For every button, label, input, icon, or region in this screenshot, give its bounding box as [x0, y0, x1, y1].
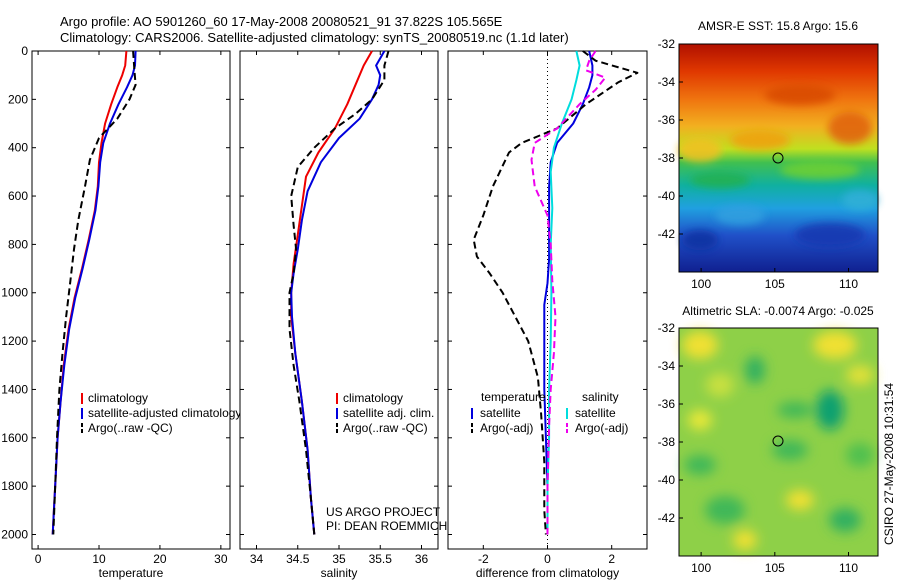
x-tick-label: 0 — [544, 552, 551, 566]
sst-map-texture — [678, 85, 878, 250]
legend-entry: satellite — [575, 406, 616, 420]
x-tick-label: 10 — [92, 552, 106, 566]
map-y-tick-label: -36 — [658, 397, 676, 411]
salinity-panel: 34 34.5 35 35.5 36 salinity climatologysatelli… — [239, 50, 439, 580]
sst-map: AMSR-E SST: 15.8 Argo: 15.6 100 105 110 -32… — [658, 19, 879, 291]
sst-map-axes: 100 105 110 -32 -34 -36 -38 -40 -42 — [658, 37, 859, 291]
series-line — [543, 50, 594, 535]
map-y-tick-label: -34 — [658, 75, 676, 89]
map-y-tick-label: -42 — [658, 227, 676, 241]
series-line — [530, 50, 607, 535]
map-x-tick-label: 110 — [839, 277, 858, 291]
legend-group-title: temperature — [481, 390, 546, 404]
x-axis-label: difference from climatology — [476, 566, 619, 580]
x-tick-label: 35 — [332, 552, 346, 566]
sla-map: Altimetric SLA: -0.0074 Argo: -0.025 100… — [658, 304, 879, 575]
y-tick-label: 1000 — [1, 286, 28, 300]
legend-entry: climatology — [343, 391, 403, 405]
sla-map-axes: 100 105 110 -32 -34 -36 -38 -40 -42 — [658, 321, 859, 575]
sla-argo-marker — [772, 435, 784, 447]
y-tick-label: 800 — [8, 237, 28, 251]
sla-map-title: Altimetric SLA: -0.0074 Argo: -0.025 — [682, 304, 874, 318]
x-tick-label: 20 — [153, 552, 167, 566]
legend-group-title: salinity — [582, 390, 619, 404]
series-line — [52, 50, 137, 535]
map-x-tick-label: 105 — [765, 561, 785, 575]
pi-label: PI: DEAN ROEMMICH — [326, 519, 447, 533]
map-y-tick-label: -36 — [658, 113, 676, 127]
y-tick-label: 1800 — [1, 479, 28, 493]
sst-map-title: AMSR-E SST: 15.8 Argo: 15.6 — [698, 19, 858, 33]
map-y-tick-label: -38 — [658, 435, 676, 449]
map-x-tick-label: 105 — [765, 277, 785, 291]
x-tick-label: 2 — [608, 552, 615, 566]
map-y-tick-label: -42 — [658, 511, 676, 525]
y-tick-label: 600 — [8, 189, 28, 203]
header-line-1: Argo profile: AO 5901260_60 17-May-2008 … — [60, 14, 503, 29]
legend-entry: Argo(..raw -QC) — [88, 421, 173, 435]
map-y-tick-label: -34 — [658, 359, 676, 373]
legend-entry: satellite adj. clim. — [343, 406, 434, 420]
legend-entry: satellite-adjusted climatology — [88, 406, 241, 420]
y-tick-label: 1600 — [1, 431, 28, 445]
sst-argo-marker — [772, 152, 784, 164]
timestamp-label: CSIRO 27-May-2008 10:31:54 — [882, 383, 896, 545]
map-y-tick-label: -38 — [658, 151, 676, 165]
map-x-tick-label: 100 — [691, 277, 711, 291]
series-line — [288, 50, 390, 535]
map-y-tick-label: -32 — [658, 37, 676, 51]
x-tick-label: 35.5 — [369, 552, 393, 566]
project-label: US ARGO PROJECT — [326, 505, 441, 519]
series-line — [290, 50, 386, 535]
series-line — [472, 50, 639, 535]
x-tick-label: 36 — [415, 552, 429, 566]
temperature-panel: 0 10 20 30 0 200 400 600 800 1000 1200 1400 1600 1800… — [1, 44, 241, 580]
x-tick-label: 34 — [250, 552, 264, 566]
y-tick-label: 200 — [8, 92, 28, 106]
x-tick-label: 30 — [214, 552, 228, 566]
y-tick-label: 1200 — [1, 334, 28, 348]
y-tick-label: 2000 — [1, 527, 28, 541]
x-axis-label: temperature — [99, 566, 164, 580]
legend-entry: satellite — [480, 406, 521, 420]
y-tick-label: 0 — [21, 44, 28, 58]
legend-entry: Argo(-adj) — [480, 421, 533, 435]
map-y-tick-label: -40 — [658, 189, 676, 203]
map-y-tick-label: -32 — [658, 321, 676, 335]
x-tick-label: -2 — [478, 552, 489, 566]
x-axis-label: salinity — [321, 566, 358, 580]
map-x-tick-label: 110 — [839, 561, 858, 575]
y-tick-label: 1400 — [1, 382, 28, 396]
y-tick-label: 400 — [8, 141, 28, 155]
legend-entry: climatology — [88, 391, 148, 405]
legend-entry: Argo(..raw -QC) — [343, 421, 428, 435]
legend-entry: Argo(-adj) — [575, 421, 628, 435]
x-tick-label: 34.5 — [286, 552, 310, 566]
map-y-tick-label: -40 — [658, 473, 676, 487]
x-tick-label: 0 — [35, 552, 42, 566]
map-x-tick-label: 100 — [691, 561, 711, 575]
header-line-2: Climatology: CARS2006. Satellite-adjuste… — [60, 30, 569, 45]
plot-frame — [31, 50, 231, 550]
